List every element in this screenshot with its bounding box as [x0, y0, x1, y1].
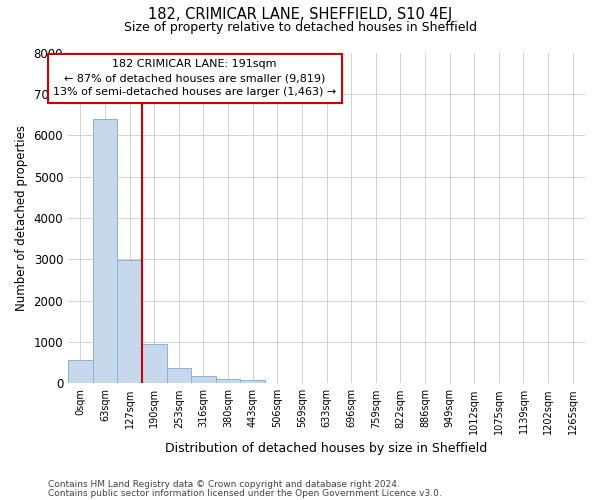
Bar [92, 119, 117, 384]
Bar [68, 360, 92, 384]
Y-axis label: Number of detached properties: Number of detached properties [15, 125, 28, 311]
Bar [117, 260, 142, 384]
Text: 182, CRIMICAR LANE, SHEFFIELD, S10 4EJ: 182, CRIMICAR LANE, SHEFFIELD, S10 4EJ [148, 8, 452, 22]
Text: 182 CRIMICAR LANE: 191sqm
← 87% of detached houses are smaller (9,819)
13% of se: 182 CRIMICAR LANE: 191sqm ← 87% of detac… [53, 59, 337, 97]
Text: Size of property relative to detached houses in Sheffield: Size of property relative to detached ho… [124, 21, 476, 34]
Bar [191, 376, 216, 384]
X-axis label: Distribution of detached houses by size in Sheffield: Distribution of detached houses by size … [166, 442, 488, 455]
Bar [216, 379, 241, 384]
Bar [142, 344, 167, 384]
Bar [167, 368, 191, 384]
Text: Contains HM Land Registry data © Crown copyright and database right 2024.: Contains HM Land Registry data © Crown c… [48, 480, 400, 489]
Bar [241, 380, 265, 384]
Text: Contains public sector information licensed under the Open Government Licence v3: Contains public sector information licen… [48, 489, 442, 498]
